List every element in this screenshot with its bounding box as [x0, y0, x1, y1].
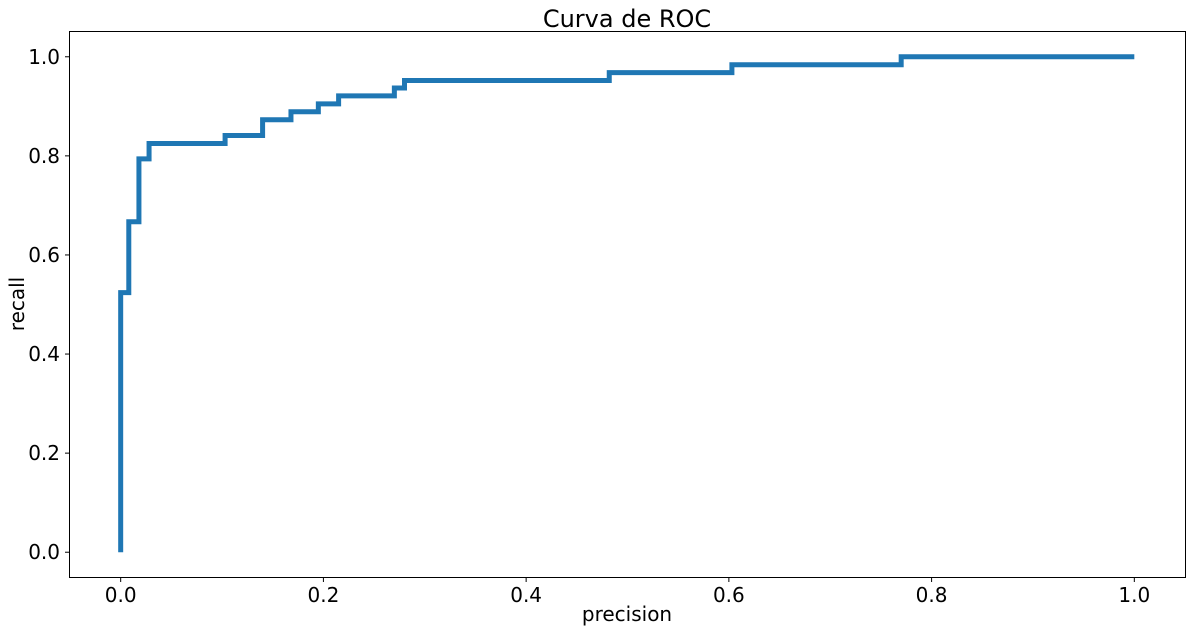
x-tick-label: 0.0: [105, 583, 137, 607]
y-tick-label: 0.6: [28, 243, 60, 267]
x-tick-label: 0.4: [510, 583, 542, 607]
y-tick-label: 0.2: [28, 441, 60, 465]
roc-curve-line: [118, 54, 1135, 553]
y-tick-label: 0.4: [28, 342, 60, 366]
y-tick-label: 0.8: [28, 144, 60, 168]
x-tick-label: 0.2: [308, 583, 340, 607]
x-tick-label: 0.8: [916, 583, 948, 607]
y-tick-label: 1.0: [28, 45, 60, 69]
y-axis-label: recall: [5, 277, 29, 331]
chart-title: Curva de ROC: [543, 5, 711, 33]
plot-frame: [69, 31, 1186, 578]
x-tick-label: 0.6: [713, 583, 745, 607]
x-tick-label: 1.0: [1118, 583, 1150, 607]
x-axis-label: precision: [582, 602, 672, 626]
y-tick-label: 0.0: [28, 540, 60, 564]
